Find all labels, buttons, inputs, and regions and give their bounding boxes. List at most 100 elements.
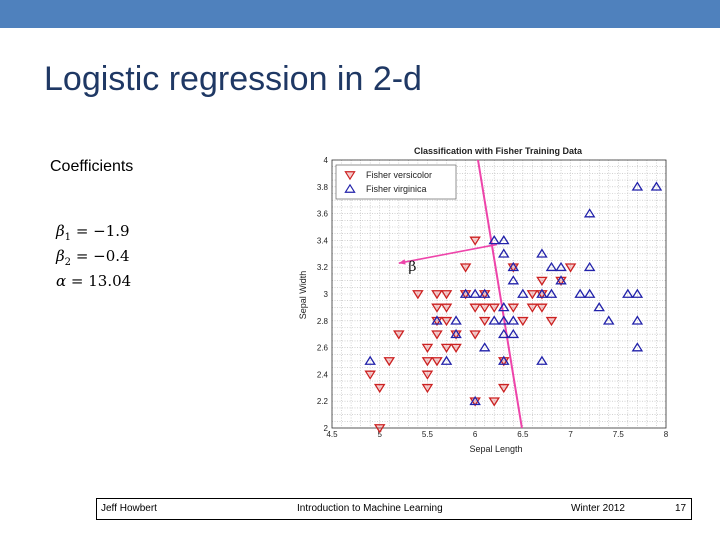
x-tick-label: 7	[568, 430, 573, 439]
versicolor-point	[469, 303, 481, 313]
virginica-point	[469, 395, 481, 406]
virginica-point	[555, 275, 567, 285]
legend-virginica-label: Fisher virginica	[366, 184, 427, 194]
virginica-point	[602, 315, 615, 325]
versicolor-point	[431, 330, 443, 340]
versicolor-point	[536, 303, 548, 313]
eq-subscript: 2	[64, 257, 72, 268]
versicolor-point	[517, 316, 529, 327]
virginica-point	[497, 355, 510, 365]
versicolor-point	[421, 343, 434, 353]
virginica-point	[555, 261, 567, 272]
x-tick-label: 6.5	[517, 430, 529, 439]
versicolor-point	[412, 290, 424, 300]
y-tick-label: 3	[324, 290, 329, 299]
virginica-point	[536, 248, 548, 258]
virginica-point	[631, 181, 644, 191]
plot-frame	[331, 159, 667, 429]
x-axis-label: Sepal Length	[469, 444, 522, 454]
y-tick-label: 2.4	[317, 370, 329, 379]
virginica-point	[631, 342, 644, 352]
virginica-point	[469, 288, 481, 298]
versicolor-point	[488, 397, 501, 407]
versicolor-point	[383, 357, 396, 367]
virginica-point	[497, 315, 510, 325]
virginica-point	[507, 315, 520, 325]
virginica-point	[583, 208, 596, 218]
x-tick-label: 7.5	[613, 430, 625, 439]
virginica-point	[536, 288, 548, 298]
equation-beta2: β2 = −0.4	[56, 247, 131, 272]
versicolor-point	[440, 316, 453, 327]
versicolor-point	[440, 290, 453, 300]
virginica-point	[440, 355, 453, 365]
virginica-point	[593, 302, 605, 312]
versicolor-point	[431, 303, 443, 313]
virginica-point	[536, 355, 548, 365]
eq-symbol: β	[56, 247, 65, 265]
versicolor-point	[478, 316, 491, 327]
eq-value: = −0.4	[71, 247, 130, 265]
virginica-point	[497, 248, 510, 258]
equation-alpha: α = 13.04	[56, 272, 131, 297]
y-tick-label: 2.2	[317, 397, 329, 406]
y-tick-label: 2.6	[317, 344, 329, 353]
y-axis-label: Sepal Width	[298, 271, 308, 320]
decision-boundary-line	[477, 159, 523, 429]
versicolor-point	[526, 290, 539, 300]
versicolor-point	[497, 383, 510, 394]
versicolor-point	[507, 303, 520, 313]
virginica-point	[364, 355, 376, 365]
virginica-point	[631, 288, 644, 298]
virginica-point	[622, 288, 634, 298]
virginica-point	[450, 328, 462, 339]
legend-versicolor-marker	[344, 171, 356, 181]
versicolor-point	[478, 303, 491, 313]
virginica-point	[507, 328, 520, 339]
chart-title: Classification with Fisher Training Data	[414, 146, 583, 156]
x-tick-label: 8	[664, 430, 669, 439]
legend-virginica-marker	[344, 183, 356, 193]
versicolor-point	[526, 303, 539, 313]
y-tick-label: 3.6	[317, 210, 329, 219]
x-tick-label: 5	[377, 430, 382, 439]
versicolor-point	[431, 357, 443, 367]
virginica-point	[517, 288, 529, 298]
eq-value: = 13.04	[66, 272, 132, 290]
footer-author: Jeff Howbert	[101, 503, 157, 514]
beta-arrow-head	[398, 259, 406, 265]
virginica-point	[488, 315, 501, 325]
y-tick-label: 3.2	[317, 263, 329, 272]
virginica-point	[497, 302, 510, 312]
virginica-point	[650, 181, 663, 191]
footer-page-number: 17	[675, 503, 687, 514]
x-tick-label: 6	[473, 430, 478, 439]
virginica-point	[488, 235, 501, 245]
versicolor-point	[393, 330, 405, 340]
virginica-point	[507, 261, 520, 272]
virginica-point	[631, 315, 644, 325]
versicolor-point	[421, 357, 434, 367]
title-band	[0, 0, 720, 28]
versicolor-point	[431, 290, 443, 300]
eq-symbol: α	[56, 272, 67, 290]
footer-term: Winter 2012	[571, 503, 625, 514]
coefficient-equations: β1 = −1.9 β2 = −0.4 α = 13.04	[56, 222, 131, 297]
virginica-point	[583, 261, 596, 272]
scatter-chart: Classification with Fisher Training Data…	[298, 146, 669, 454]
versicolor-point	[450, 343, 462, 353]
y-tick-label: 2.8	[317, 317, 329, 326]
legend-box	[335, 164, 457, 200]
versicolor-point	[421, 370, 434, 380]
versicolor-point	[364, 370, 376, 380]
virginica-point	[497, 235, 510, 245]
x-tick-label: 4.5	[326, 430, 338, 439]
versicolor-point	[459, 263, 472, 273]
eq-value: = −1.9	[71, 222, 130, 240]
virginica-point	[574, 288, 586, 298]
versicolor-point	[536, 276, 548, 286]
versicolor-point	[373, 383, 386, 394]
virginica-point	[450, 315, 462, 325]
versicolor-point	[421, 383, 434, 394]
versicolor-point	[440, 343, 453, 353]
